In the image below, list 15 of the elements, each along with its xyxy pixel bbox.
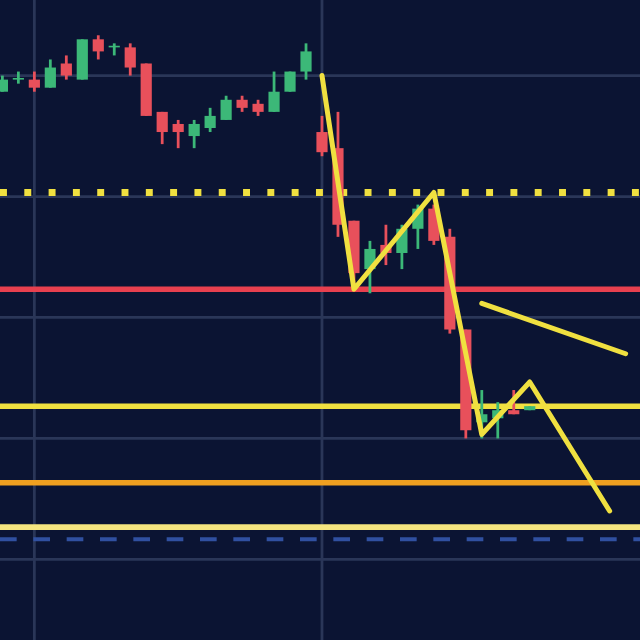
candlestick [300, 41, 312, 82]
candlestick [220, 94, 232, 122]
candlestick [156, 110, 168, 146]
candlestick [124, 41, 136, 77]
candlestick [204, 106, 216, 134]
candlestick [508, 388, 520, 416]
candlestick [92, 33, 104, 61]
candlestick [268, 70, 280, 114]
candlestick [28, 70, 40, 94]
candlestick [316, 114, 328, 158]
candlestick [188, 118, 200, 150]
candlestick [60, 54, 72, 82]
candlestick [44, 58, 56, 90]
candlestick [76, 37, 88, 82]
candlestick [172, 118, 184, 150]
